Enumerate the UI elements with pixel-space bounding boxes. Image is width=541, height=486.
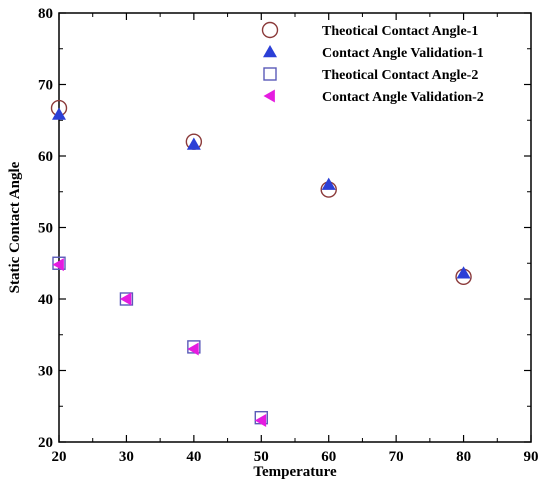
data-point: [456, 266, 471, 279]
y-tick-label: 30: [38, 364, 53, 380]
data-point: [186, 137, 201, 150]
y-tick-label: 70: [38, 78, 53, 94]
x-tick-label: 80: [456, 449, 471, 465]
y-tick-label: 80: [38, 6, 53, 22]
legend: Theotical Contact Angle-1 Contact Angle V…: [261, 21, 484, 105]
data-point: [187, 340, 201, 354]
x-tick-label: 30: [119, 449, 134, 465]
legend-label: Contact Angle Validation-1: [322, 46, 484, 61]
series-3: [52, 256, 268, 425]
y-tick-label: 40: [38, 292, 53, 308]
legend-marker: [261, 21, 279, 39]
legend-marker: [263, 45, 277, 58]
data-point: [52, 258, 64, 272]
legend-marker: [263, 89, 275, 103]
legend-label: Theotical Contact Angle-1: [322, 24, 478, 39]
series-2: [52, 107, 471, 279]
axis-ticks: 20 30 40 50 60 70 80 90 20 30 40 50 60 70 80: [38, 6, 539, 465]
data-point: [52, 107, 66, 120]
data-point: [321, 177, 336, 190]
series-1: [50, 99, 472, 286]
x-axis-label: Temperature: [253, 464, 337, 480]
y-tick-label: 20: [38, 435, 53, 451]
series-4: [52, 258, 267, 428]
y-tick-label: 50: [38, 221, 53, 237]
legend-marker: [263, 67, 277, 81]
x-tick-label: 50: [254, 449, 269, 465]
data-points: [50, 99, 472, 428]
data-point: [119, 292, 132, 306]
x-tick-label: 70: [389, 449, 404, 465]
y-tick-label: 60: [38, 149, 53, 165]
x-tick-label: 60: [321, 449, 336, 465]
legend-label: Theotical Contact Angle-2: [322, 68, 478, 83]
x-tick-label: 40: [186, 449, 201, 465]
legend-label: Contact Angle Validation-2: [322, 90, 484, 105]
x-tick-label: 20: [52, 449, 67, 465]
y-axis-label: Static Contact Angle: [7, 161, 23, 293]
data-point: [52, 256, 66, 270]
data-point: [187, 342, 199, 356]
data-point: [254, 414, 267, 428]
x-tick-label: 90: [524, 449, 539, 465]
